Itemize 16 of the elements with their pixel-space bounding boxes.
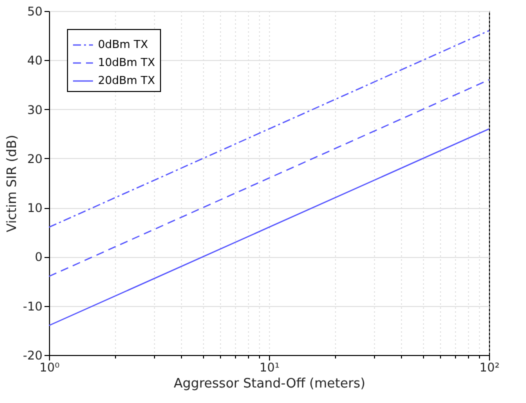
legend-label: 0dBm TX — [98, 38, 148, 51]
y-tick-label: 30 — [27, 102, 42, 117]
y-tick-label: -10 — [22, 299, 42, 314]
x-tick-label: 10² — [479, 360, 500, 374]
legend-label: 20dBm TX — [98, 74, 156, 87]
y-tick-label: 10 — [27, 201, 42, 216]
x-tick-label: 10⁰ — [39, 360, 60, 374]
y-tick-label: 50 — [27, 4, 42, 18]
y-tick-label: 40 — [27, 54, 42, 68]
legend-label: 10dBm TX — [98, 56, 156, 69]
y-axis-title: Victim SIR (dB) — [4, 134, 20, 232]
y-tick-label: 20 — [27, 152, 42, 166]
y-tick-label: 0 — [34, 250, 42, 264]
x-axis-title: Aggressor Stand-Off (meters) — [174, 376, 366, 392]
y-tick-label: -20 — [22, 348, 42, 362]
x-tick-label: 10¹ — [259, 360, 280, 374]
